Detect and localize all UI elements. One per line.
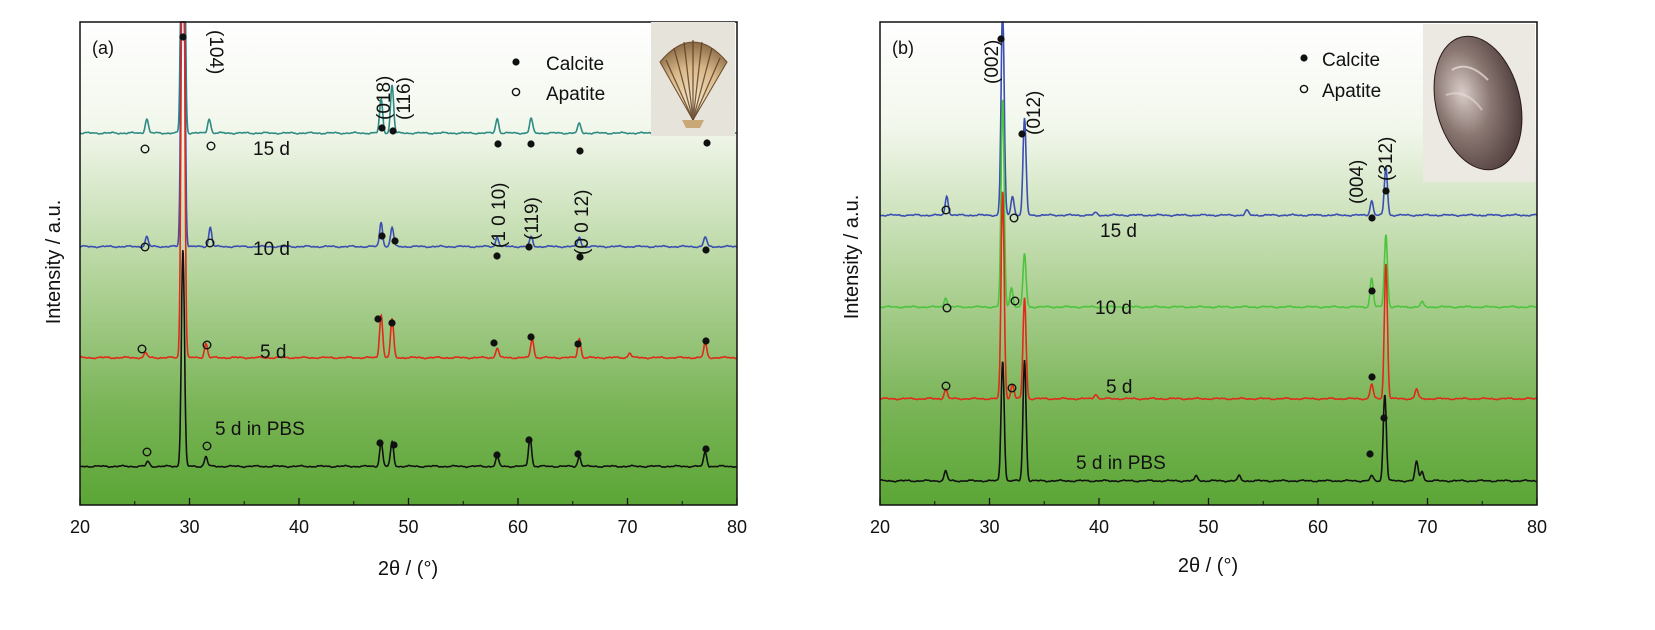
x-tick-label-a-2: 40 [289,517,309,537]
x-tick-label-b-1: 30 [979,517,999,537]
mussel-shell-icon [1433,35,1523,171]
miller-index-104: (104) [205,30,226,74]
panel-label-b: (b) [892,38,914,58]
x-tick-label-b-4: 60 [1308,517,1328,537]
panel-a: 20 30 40 50 60 70 80 (a) Intensity / a.u. 2θ /… [43,21,747,580]
x-axis-ticks-b: 20 30 40 50 60 70 80 [870,498,1547,537]
y-axis-label-a: Intensity / a.u. [43,200,65,325]
miller-index-1-0-10: (1 0 10) [489,183,510,248]
sample-label-15d-b: 15 d [1100,221,1137,242]
miller-index-116: (116) [394,77,415,120]
x-axis-ticks-a: 20 30 40 50 60 70 80 [70,498,747,537]
x-tick-label-a-5: 70 [617,517,637,537]
panel-b: 20 30 40 50 60 70 80 (b) Intensity / a.u. 2θ /… [841,21,1547,577]
x-tick-label-a-3: 50 [398,517,418,537]
x-tick-label-b-2: 40 [1089,517,1109,537]
curves-b [879,21,1538,483]
x-tick-label-b-3: 50 [1198,517,1218,537]
series-line-a-1 [80,21,738,249]
miller-index-002: (002) [982,40,1003,84]
x-axis-label-a: 2θ / (°) [378,558,438,580]
peak-markers-a [137,33,711,459]
series-line-a-0 [79,21,738,135]
sample-label-10d-b: 10 d [1095,298,1132,319]
panel-label-a: (a) [92,38,114,58]
series-line-b-2 [879,191,1538,401]
series-line-b-0 [879,21,1538,218]
miller-index-004: (004) [1347,160,1368,204]
legend-label-calcite-b: Calcite [1322,50,1380,71]
sample-label-15d-a: 15 d [253,139,290,160]
sample-label-10d-a: 10 d [253,239,290,260]
legend-b: Calcite Apatite [1299,50,1381,102]
plot-area-a [80,22,737,505]
curves-a [79,21,738,469]
miller-index-312: (312) [1376,137,1397,181]
mussel-shell-photo [1423,24,1535,182]
series-line-b-1 [879,99,1538,309]
series-line-a-2 [79,21,738,360]
x-tick-label-b-6: 80 [1527,517,1547,537]
calcite-marker-icon [512,58,520,66]
miller-index-119: (119) [522,197,543,240]
x-tick-label-a-1: 30 [179,517,199,537]
peak-markers-b [941,35,1390,458]
x-tick-label-a-4: 60 [508,517,528,537]
legend-label-apatite-b: Apatite [1322,81,1381,102]
legend-label-apatite-a: Apatite [546,84,605,105]
apatite-marker-icon [511,87,521,97]
sample-label-5d-a: 5 d [260,342,286,363]
scallop-shell-photo [651,22,735,136]
miller-index-018: (018) [374,76,395,120]
legend-a: Calcite Apatite [511,54,605,105]
apatite-marker-icon [1299,84,1309,94]
calcite-marker-icon [1300,54,1308,62]
x-tick-label-a-6: 80 [727,517,747,537]
sample-label-pbs-a: 5 d in PBS [215,419,305,440]
y-axis-label-b: Intensity / a.u. [841,195,863,320]
x-tick-label-a-0: 20 [70,517,90,537]
series-line-b-3 [879,359,1538,483]
x-tick-label-b-0: 20 [870,517,890,537]
sample-label-pbs-b: 5 d in PBS [1076,453,1166,474]
x-tick-label-b-5: 70 [1417,517,1437,537]
x-axis-label-b: 2θ / (°) [1178,555,1238,577]
sample-label-5d-b: 5 d [1106,377,1132,398]
series-line-a-3 [79,250,738,469]
miller-index-0-0-12: (0 0 12) [572,190,593,255]
legend-label-calcite-a: Calcite [546,54,604,75]
miller-index-012: (012) [1024,91,1045,135]
